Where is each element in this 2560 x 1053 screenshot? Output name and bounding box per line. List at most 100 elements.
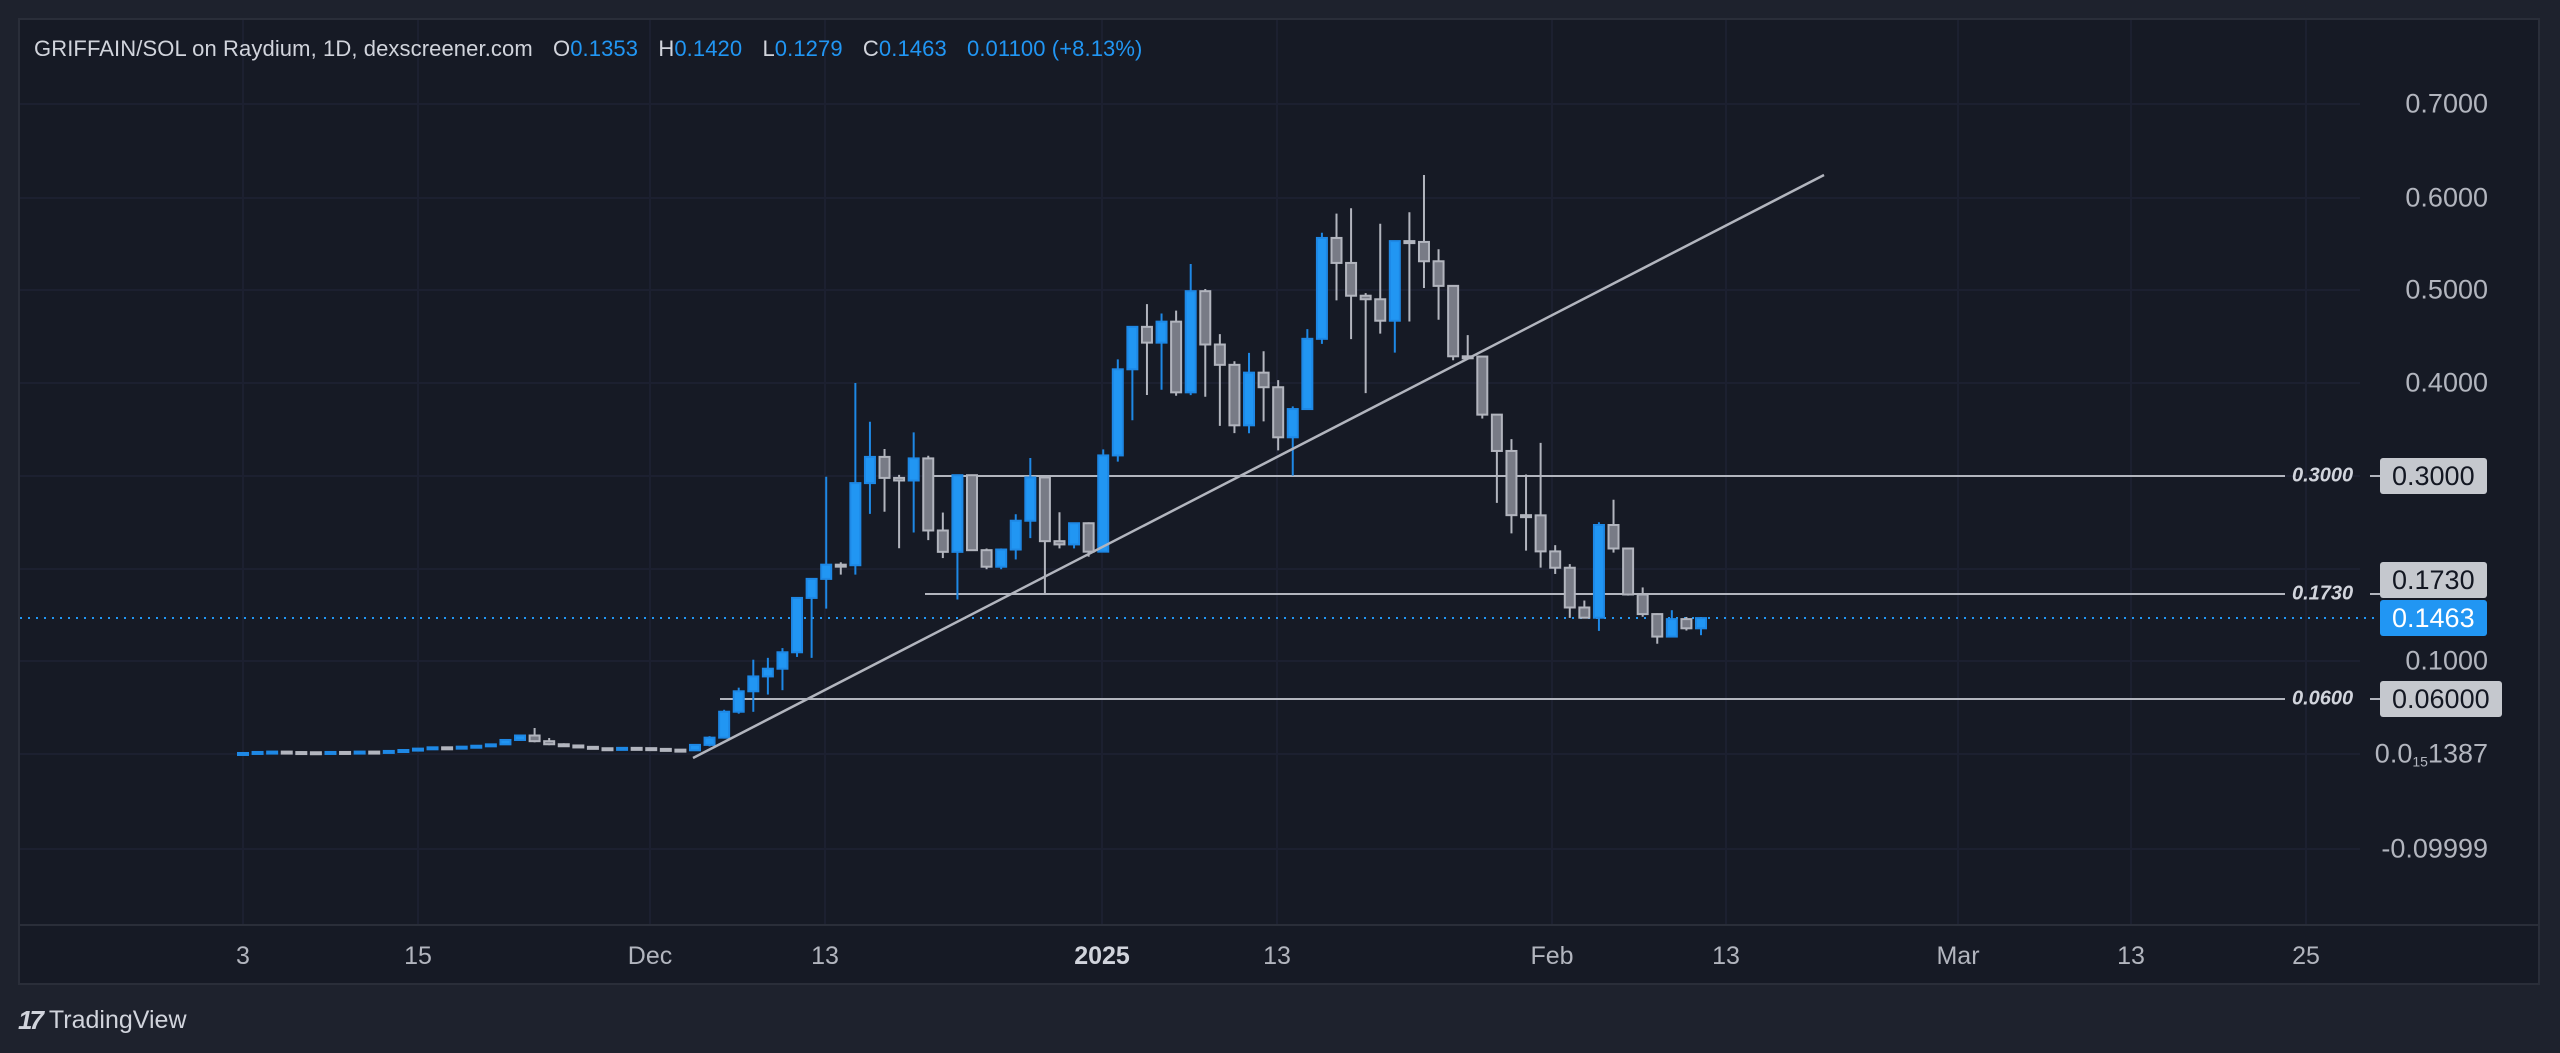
- candle[interactable]: [688, 743, 701, 752]
- candle[interactable]: [1388, 240, 1401, 322]
- candle[interactable]: [966, 474, 978, 552]
- candle[interactable]: [1068, 522, 1081, 546]
- chart-frame[interactable]: [18, 18, 2540, 985]
- candle[interactable]: [1520, 514, 1533, 519]
- candle[interactable]: [251, 750, 264, 755]
- candle[interactable]: [1563, 566, 1576, 609]
- candle[interactable]: [1622, 547, 1635, 596]
- candle[interactable]: [601, 747, 614, 752]
- candle[interactable]: [411, 747, 424, 752]
- candle[interactable]: [1228, 363, 1241, 427]
- candle[interactable]: [528, 734, 541, 743]
- candle[interactable]: [616, 746, 629, 751]
- candle[interactable]: [572, 744, 585, 749]
- hline-price-tag[interactable]: 0.06000: [2380, 681, 2502, 717]
- candle[interactable]: [1126, 325, 1139, 371]
- candle[interactable]: [309, 751, 322, 756]
- candle[interactable]: [1607, 524, 1620, 550]
- candle[interactable]: [514, 734, 527, 741]
- candles[interactable]: [237, 175, 1707, 756]
- candle[interactable]: [645, 747, 658, 752]
- candle[interactable]: [718, 710, 731, 739]
- candle[interactable]: [1170, 320, 1183, 394]
- candle[interactable]: [849, 482, 862, 567]
- candle[interactable]: [1534, 514, 1547, 553]
- candle[interactable]: [1651, 613, 1664, 638]
- candle[interactable]: [1315, 236, 1328, 340]
- candle[interactable]: [339, 750, 352, 755]
- candle[interactable]: [951, 474, 964, 553]
- candle[interactable]: [747, 675, 760, 693]
- candle[interactable]: [1038, 476, 1051, 543]
- candle[interactable]: [1082, 522, 1095, 553]
- candle[interactable]: [1374, 298, 1387, 322]
- candle[interactable]: [1665, 618, 1678, 638]
- candle[interactable]: [1009, 519, 1022, 551]
- candle[interactable]: [543, 740, 556, 746]
- candle[interactable]: [1301, 337, 1314, 411]
- candle[interactable]: [1330, 236, 1343, 264]
- candle[interactable]: [1097, 454, 1110, 553]
- candle[interactable]: [484, 743, 497, 748]
- candle[interactable]: [1053, 540, 1066, 546]
- candle[interactable]: [266, 750, 279, 755]
- candle[interactable]: [470, 744, 483, 749]
- candle[interactable]: [834, 563, 847, 568]
- horizontal-lines[interactable]: [720, 475, 2380, 700]
- candle[interactable]: [1636, 593, 1649, 616]
- candle[interactable]: [820, 563, 833, 580]
- candle[interactable]: [1184, 290, 1197, 394]
- candle[interactable]: [791, 596, 804, 654]
- hline-price-tag[interactable]: 0.3000: [2380, 458, 2487, 494]
- candle[interactable]: [1578, 606, 1591, 619]
- candle[interactable]: [353, 750, 366, 755]
- candle[interactable]: [397, 749, 410, 754]
- candle[interactable]: [324, 750, 337, 755]
- candle[interactable]: [1447, 284, 1460, 358]
- candle[interactable]: [1213, 343, 1226, 366]
- candle[interactable]: [1243, 371, 1256, 427]
- candle[interactable]: [1024, 476, 1037, 522]
- candle[interactable]: [1695, 617, 1707, 630]
- candle[interactable]: [1490, 413, 1503, 452]
- candle[interactable]: [995, 548, 1008, 568]
- candle[interactable]: [936, 529, 949, 553]
- candle[interactable]: [1592, 524, 1605, 619]
- candle[interactable]: [557, 743, 570, 748]
- candle[interactable]: [441, 746, 454, 751]
- candle[interactable]: [1286, 408, 1299, 439]
- candle[interactable]: [878, 455, 891, 479]
- candle[interactable]: [1432, 260, 1445, 287]
- candle[interactable]: [703, 736, 716, 746]
- candle[interactable]: [1680, 618, 1693, 630]
- candle[interactable]: [1345, 261, 1358, 297]
- candle[interactable]: [295, 751, 308, 756]
- candle[interactable]: [1403, 240, 1416, 245]
- candle[interactable]: [922, 457, 935, 532]
- candle[interactable]: [499, 738, 512, 746]
- candle[interactable]: [1111, 368, 1124, 457]
- candle[interactable]: [1272, 386, 1285, 439]
- candle[interactable]: [1549, 550, 1562, 569]
- candle[interactable]: [776, 651, 789, 670]
- candle[interactable]: [863, 455, 876, 485]
- candle[interactable]: [586, 745, 599, 750]
- candle[interactable]: [426, 746, 439, 751]
- candle[interactable]: [980, 549, 993, 568]
- hline-price-tag[interactable]: 0.1730: [2380, 562, 2487, 598]
- candle[interactable]: [1417, 240, 1430, 263]
- candle[interactable]: [1199, 290, 1212, 346]
- trendline[interactable]: [692, 173, 1825, 760]
- candle[interactable]: [1505, 449, 1518, 517]
- candle[interactable]: [455, 745, 468, 750]
- candle[interactable]: [674, 748, 687, 753]
- candle[interactable]: [1257, 371, 1270, 389]
- candle[interactable]: [1476, 355, 1489, 416]
- candle[interactable]: [237, 751, 249, 756]
- candle[interactable]: [1140, 325, 1153, 344]
- candle[interactable]: [630, 746, 643, 751]
- tradingview-branding[interactable]: 17 TradingView: [18, 1005, 187, 1036]
- candle[interactable]: [659, 747, 672, 752]
- candle[interactable]: [368, 750, 381, 755]
- candle[interactable]: [761, 667, 774, 678]
